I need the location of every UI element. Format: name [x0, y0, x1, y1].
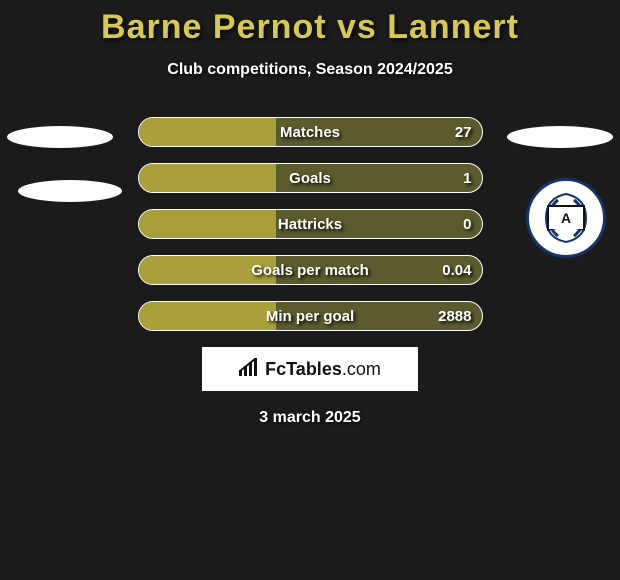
stat-row-goals: Goals 1: [138, 163, 483, 193]
page-subtitle: Club competitions, Season 2024/2025: [0, 61, 620, 79]
branding-text: FcTables.com: [265, 359, 381, 380]
club-badge-right: A: [526, 178, 606, 258]
stat-right-value: 1: [463, 170, 471, 187]
player-right-photo-placeholder: [507, 126, 613, 148]
stat-label: Goals per match: [251, 262, 369, 279]
stat-row-goals-per-match: Goals per match 0.04: [138, 255, 483, 285]
branding-link[interactable]: FcTables.com: [202, 347, 418, 391]
stat-fill: [139, 210, 276, 238]
player-left-photo-placeholder-2: [18, 180, 122, 202]
stat-label: Min per goal: [266, 308, 354, 325]
page-title: Barne Pernot vs Lannert: [0, 0, 620, 47]
stat-label: Hattricks: [278, 216, 342, 233]
stat-fill: [139, 118, 276, 146]
stat-right-value: 27: [455, 124, 472, 141]
stat-right-value: 0.04: [442, 262, 471, 279]
stat-label: Matches: [280, 124, 340, 141]
date-label: 3 march 2025: [0, 409, 620, 427]
stat-fill: [139, 302, 276, 330]
branding-text-light: .com: [342, 359, 381, 379]
stat-label: Goals: [289, 170, 331, 187]
stat-row-min-per-goal: Min per goal 2888: [138, 301, 483, 331]
stat-row-hattricks: Hattricks 0: [138, 209, 483, 239]
signal-icon: [239, 358, 261, 381]
stat-fill: [139, 164, 276, 192]
stat-row-matches: Matches 27: [138, 117, 483, 147]
player-left-photo-placeholder-1: [7, 126, 113, 148]
stat-right-value: 0: [463, 216, 471, 233]
branding-text-bold: FcTables: [265, 359, 342, 379]
stat-right-value: 2888: [438, 308, 471, 325]
